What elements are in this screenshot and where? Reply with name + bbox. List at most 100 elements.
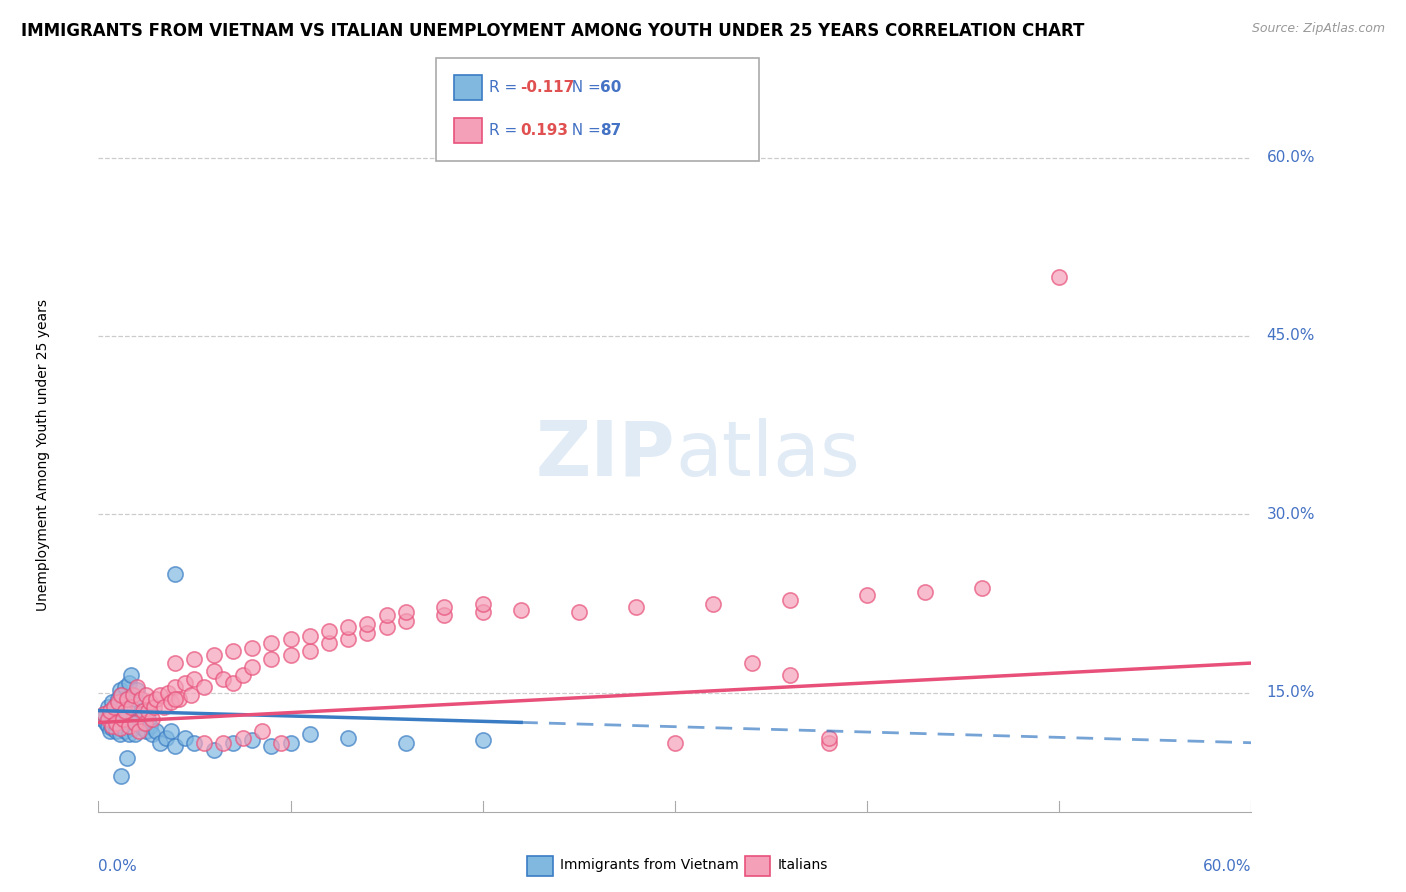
Point xyxy=(817,736,839,750)
Point xyxy=(97,712,120,726)
Point xyxy=(167,691,190,706)
Point xyxy=(104,723,127,738)
Point xyxy=(160,695,183,709)
Point xyxy=(568,605,591,619)
Point xyxy=(117,691,139,706)
Point xyxy=(143,700,166,714)
Point xyxy=(741,656,763,670)
Point xyxy=(337,632,360,647)
Point xyxy=(240,733,263,747)
Point xyxy=(183,652,205,666)
Text: Immigrants from Vietnam: Immigrants from Vietnam xyxy=(560,858,738,872)
Point xyxy=(139,719,162,733)
Point xyxy=(135,723,157,738)
Point xyxy=(298,727,321,741)
Text: 87: 87 xyxy=(600,123,621,137)
Point xyxy=(856,588,879,602)
Point xyxy=(101,719,124,733)
Text: 60.0%: 60.0% xyxy=(1204,859,1251,874)
Text: N =: N = xyxy=(562,123,606,137)
Text: -0.117: -0.117 xyxy=(520,80,575,95)
Point xyxy=(120,668,142,682)
Point xyxy=(193,736,215,750)
Point xyxy=(471,733,494,747)
Point xyxy=(180,688,202,702)
Point xyxy=(165,739,187,754)
Point xyxy=(318,636,340,650)
Point xyxy=(138,712,160,726)
Point xyxy=(104,698,127,712)
Point xyxy=(128,712,150,726)
Point xyxy=(174,676,197,690)
Point xyxy=(152,700,174,714)
Point xyxy=(240,640,263,655)
Point xyxy=(124,715,146,730)
Point xyxy=(222,644,245,658)
Point xyxy=(298,629,321,643)
Point xyxy=(118,719,141,733)
Text: Unemployment Among Youth under 25 years: Unemployment Among Youth under 25 years xyxy=(37,299,51,611)
Point xyxy=(222,676,245,690)
Point xyxy=(779,593,801,607)
Point xyxy=(280,632,302,647)
Point xyxy=(107,695,129,709)
Point xyxy=(149,736,172,750)
Point xyxy=(183,672,205,686)
Point xyxy=(108,683,131,698)
Text: Italians: Italians xyxy=(778,858,828,872)
Point xyxy=(114,704,136,718)
Point xyxy=(149,688,172,702)
Point xyxy=(135,688,157,702)
Point xyxy=(433,600,456,615)
Point xyxy=(212,672,235,686)
Point xyxy=(101,722,124,736)
Point xyxy=(112,700,135,714)
Text: 45.0%: 45.0% xyxy=(1267,328,1315,343)
Point xyxy=(131,722,153,736)
Point xyxy=(114,723,136,738)
Text: R =: R = xyxy=(489,123,523,137)
Point xyxy=(108,727,131,741)
Point xyxy=(510,602,533,616)
Point xyxy=(129,704,152,718)
Point xyxy=(125,680,148,694)
Point xyxy=(103,715,125,730)
Point xyxy=(122,712,145,726)
Text: N =: N = xyxy=(562,80,606,95)
Point xyxy=(117,751,139,765)
Text: 0.0%: 0.0% xyxy=(98,859,138,874)
Point xyxy=(131,704,153,718)
Point xyxy=(107,715,129,730)
Text: atlas: atlas xyxy=(675,418,859,491)
Point xyxy=(128,723,150,738)
Point xyxy=(117,709,139,723)
Point xyxy=(972,581,994,595)
Point xyxy=(155,731,177,745)
Point xyxy=(165,566,187,581)
Point xyxy=(375,620,398,634)
Point xyxy=(122,722,145,736)
Point xyxy=(270,736,292,750)
Point xyxy=(124,691,146,706)
Point xyxy=(112,712,135,726)
Point xyxy=(395,615,418,629)
Point xyxy=(93,707,115,722)
Point xyxy=(471,605,494,619)
Point xyxy=(94,715,117,730)
Text: IMMIGRANTS FROM VIETNAM VS ITALIAN UNEMPLOYMENT AMONG YOUTH UNDER 25 YEARS CORRE: IMMIGRANTS FROM VIETNAM VS ITALIAN UNEMP… xyxy=(21,22,1084,40)
Point xyxy=(260,739,283,754)
Point xyxy=(110,769,132,783)
Point xyxy=(91,712,114,726)
Point xyxy=(471,597,494,611)
Point xyxy=(110,712,132,726)
Text: 15.0%: 15.0% xyxy=(1267,685,1315,700)
Point xyxy=(914,584,936,599)
Point xyxy=(626,600,648,615)
Text: R =: R = xyxy=(489,80,523,95)
Point xyxy=(395,736,418,750)
Point xyxy=(103,702,125,716)
Point xyxy=(120,700,142,714)
Point xyxy=(98,704,121,718)
Point xyxy=(110,688,132,702)
Text: 30.0%: 30.0% xyxy=(1267,507,1315,522)
